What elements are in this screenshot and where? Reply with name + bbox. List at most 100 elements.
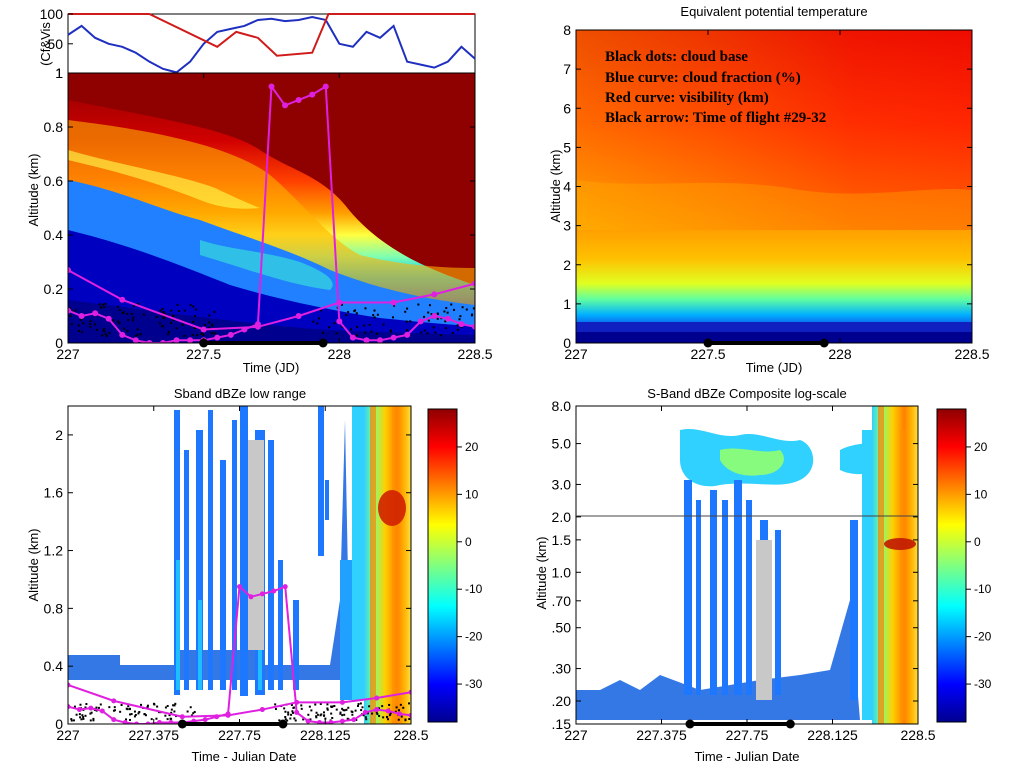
y-tick-label: 1.2	[44, 543, 64, 559]
cloud-base-dot	[121, 311, 124, 314]
bl-cloud-base-dot	[125, 707, 128, 710]
br-ylabel: Altitude (km)	[534, 537, 549, 610]
series-point	[390, 299, 397, 306]
cloud-base-dot	[142, 313, 145, 316]
cloud-base-dot	[420, 331, 423, 334]
cloud-base-dot	[103, 328, 106, 331]
bl-cloud-base-dot	[302, 718, 305, 721]
cloud-base-dot	[376, 313, 379, 316]
cloud-base-dot	[445, 307, 448, 310]
series-point	[119, 296, 126, 303]
bl-cloud-base-dot	[314, 703, 317, 706]
cloud-base-dot	[163, 313, 166, 316]
bl-cloud-base-dot	[394, 710, 397, 713]
cloud-base-dot	[356, 325, 359, 328]
cloud-base-dot	[214, 332, 217, 335]
series-point	[458, 321, 465, 328]
bl-cloud-base-dot	[399, 703, 402, 706]
bl-cloud-base-dot	[361, 706, 364, 709]
cloud-base-dot	[191, 333, 194, 336]
bl-cloud-base-dot	[81, 714, 84, 717]
x-tick-label: 227	[56, 346, 80, 362]
bl-cloud-base-dot	[360, 709, 363, 712]
bl-cloud-base-dot	[287, 711, 290, 714]
colorbar-tick-label: -10	[974, 582, 992, 596]
cloud-base-dot	[456, 328, 459, 331]
flight-end-dot	[318, 338, 328, 348]
x-tick-label: 228.125	[300, 727, 351, 743]
bl-cloud-base-dot	[339, 712, 342, 715]
bl-cloud-base-dot	[170, 711, 173, 714]
x-tick-label: 227.375	[636, 727, 687, 743]
cloud-base-dot	[183, 309, 186, 312]
bl-series-point	[339, 699, 345, 705]
cloud-base-dot	[95, 328, 98, 331]
colorbar-tick-label: -30	[465, 677, 483, 691]
y-tick-label: .15	[552, 716, 572, 732]
cloud-base-dot	[77, 324, 80, 327]
bl-series-point	[271, 588, 277, 594]
bl-cloud-base-dot	[173, 710, 176, 713]
bl-cloud-base-dot	[293, 717, 296, 720]
bl-cloud-base-dot	[146, 704, 149, 707]
cloud-base-dot	[318, 317, 321, 320]
bl-cloud-base-dot	[402, 706, 405, 709]
bl-cloud-base-dot	[331, 716, 334, 719]
series-point	[363, 337, 370, 343]
bl-cloud-base-dot	[84, 714, 87, 717]
cloud-base-dot	[118, 322, 121, 325]
bl-cloud-base-dot	[156, 705, 159, 708]
bl-cloud-base-dot	[397, 718, 400, 721]
cloud-base-dot	[74, 309, 77, 312]
series-point	[132, 337, 139, 343]
tl-axes: 227 227.5 228 228.5 0 0.2 0.4 0.6 0.8 1	[44, 65, 493, 362]
y-tick-label: .30	[552, 661, 572, 677]
cloud-base-dot	[423, 315, 426, 318]
cloud-base-dot	[208, 326, 211, 329]
cloud-base-dot	[471, 313, 474, 316]
cloud-base-dot	[161, 307, 164, 310]
bl-heatmap	[68, 406, 411, 724]
cloud-base-dot	[430, 313, 433, 316]
cloud-base-dot	[335, 332, 338, 335]
bl-cloud-base-dot	[125, 718, 128, 721]
bl-cloud-base-dot	[381, 705, 384, 708]
bl-cloud-base-dot	[364, 716, 367, 719]
cloud-base-dot	[208, 321, 211, 324]
bl-cloud-base-dot	[95, 706, 98, 709]
bl-cloud-base-dot	[274, 703, 277, 706]
cloud-base-dot	[159, 309, 162, 312]
cloud-base-dot	[417, 303, 420, 306]
cloud-base-dot	[112, 319, 115, 322]
bl-cloud-base-dot	[343, 709, 346, 712]
y-tick-label: 0	[563, 335, 571, 351]
bl-cloud-base-dot	[120, 704, 123, 707]
y-tick-label: 1.0	[552, 564, 572, 580]
cloud-base-dot	[162, 317, 165, 320]
bl-series	[68, 584, 411, 724]
cloud-base-dot	[101, 334, 104, 337]
tr-heatmap	[576, 30, 972, 343]
y-tick-label: 0.8	[44, 600, 64, 616]
cloud-base-dot	[132, 316, 135, 319]
tr-annotation-2: Blue curve: cloud fraction (%)	[605, 70, 801, 86]
bl-cloud-base-dot	[326, 703, 329, 706]
cloud-base-dot	[196, 334, 199, 337]
bl-ylabel: Altitude (km)	[26, 529, 41, 602]
cloud-base-dot	[328, 326, 331, 329]
bl-cloud-base-dot	[80, 718, 83, 721]
cloud-base-dot	[137, 302, 140, 305]
cloud-base-dot	[423, 329, 426, 332]
bl-cloud-base-dot	[351, 713, 354, 716]
bl-cloud-base-dot	[146, 706, 149, 709]
cloud-base-dot	[355, 312, 358, 315]
cloud-base-dot	[345, 313, 348, 316]
bl-cloud-base-dot	[85, 703, 88, 706]
x-tick-label: 228.5	[457, 346, 492, 362]
y-tick-label: 5.0	[552, 436, 572, 452]
series-point	[227, 331, 234, 338]
series-point	[349, 334, 356, 341]
bl-cloud-base-dot	[284, 710, 287, 713]
y-tick-label: 3.0	[552, 476, 572, 492]
series-point	[417, 318, 424, 325]
